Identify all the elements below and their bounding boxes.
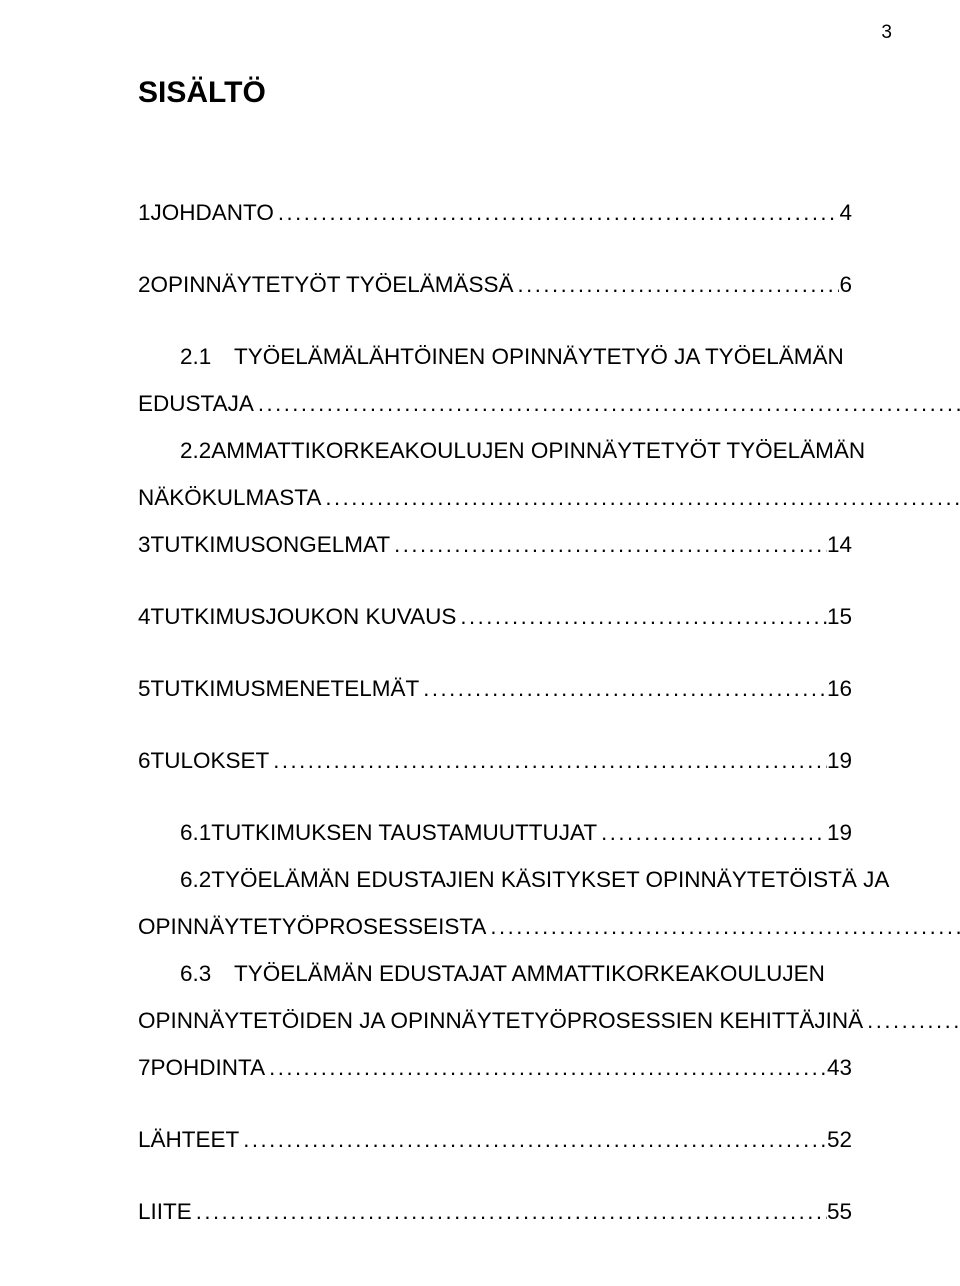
toc-entry: 2.2AMMATTIKORKEAKOULUJEN OPINNÄYTETYÖT T… xyxy=(138,438,852,511)
toc-entry-number: 2.2 xyxy=(180,438,211,464)
toc-entry-text: TYÖELÄMÄN EDUSTAJAT AMMATTIKORKEAKOULUJE… xyxy=(234,961,825,987)
toc-entry-page: 6 xyxy=(839,272,852,298)
toc-entry-page: 19 xyxy=(827,820,852,846)
toc-entry-text: AMMATTIKORKEAKOULUJEN OPINNÄYTETYÖT TYÖE… xyxy=(211,438,865,464)
toc-entry-page: 14 xyxy=(827,532,852,558)
toc-entry: 2.1TYÖELÄMÄLÄHTÖINEN OPINNÄYTETYÖ JA TYÖ… xyxy=(138,344,852,417)
toc-entry-text: OPINNÄYTETÖIDEN JA OPINNÄYTETYÖPROSESSIE… xyxy=(138,1008,863,1034)
toc-entry: 6.1TUTKIMUKSEN TAUSTAMUUTTUJAT..........… xyxy=(138,820,852,846)
toc-leader: ........................................… xyxy=(254,391,960,417)
toc-entry-number: 6.3 xyxy=(180,961,234,987)
toc-entry-line: OPINNÄYTETÖIDEN JA OPINNÄYTETYÖPROSESSIE… xyxy=(180,1008,852,1034)
toc-entry-page: 15 xyxy=(827,604,852,630)
toc-entry-text: TUTKIMUSMENETELMÄT xyxy=(151,676,420,702)
toc-leader: ........................................… xyxy=(597,820,827,846)
toc-entry-text: TUTKIMUSONGELMAT xyxy=(151,532,391,558)
toc-entry-line: 6.2TYÖELÄMÄN EDUSTAJIEN KÄSITYKSET OPINN… xyxy=(180,867,852,893)
toc-entry-number: 7 xyxy=(138,1055,151,1081)
toc-entry: 6TULOKSET...............................… xyxy=(138,748,852,774)
toc-entry: 7POHDINTA...............................… xyxy=(138,1055,852,1081)
toc-leader: ........................................… xyxy=(390,532,827,558)
toc-leader: ........................................… xyxy=(863,1008,960,1034)
toc-entry: 5TUTKIMUSMENETELMÄT.....................… xyxy=(138,676,852,702)
toc-entry: 1JOHDANTO...............................… xyxy=(138,200,852,226)
toc-entry-number: 5 xyxy=(138,676,151,702)
toc-leader: ........................................… xyxy=(239,1127,827,1153)
toc-entry-text: TULOKSET xyxy=(151,748,270,774)
toc-leader: ........................................… xyxy=(192,1199,827,1225)
toc-entry-line: NÄKÖKULMASTA............................… xyxy=(180,485,852,511)
toc-leader: ........................................… xyxy=(486,914,960,940)
toc-entry-text: EDUSTAJA xyxy=(138,391,254,417)
toc-entry-line: 6.3TYÖELÄMÄN EDUSTAJAT AMMATTIKORKEAKOUL… xyxy=(180,961,852,987)
toc-entry-line: 2.2AMMATTIKORKEAKOULUJEN OPINNÄYTETYÖT T… xyxy=(180,438,852,464)
toc-entry-page: 16 xyxy=(827,676,852,702)
toc-entry-page: 19 xyxy=(827,748,852,774)
toc-entry-text: TUTKIMUKSEN TAUSTAMUUTTUJAT xyxy=(211,820,597,846)
toc-entry-text: JOHDANTO xyxy=(151,200,274,226)
toc-entry-line: OPINNÄYTETYÖPROSESSEISTA................… xyxy=(180,914,852,940)
toc-entry: 2OPINNÄYTETYÖT TYÖELÄMÄSSÄ..............… xyxy=(138,272,852,298)
toc-entry-number: 6 xyxy=(138,748,151,774)
toc-entry-number: 3 xyxy=(138,532,151,558)
toc-entry-page: 52 xyxy=(827,1127,852,1153)
toc-entry: LIITE...................................… xyxy=(138,1199,852,1225)
toc-entry-page: 43 xyxy=(827,1055,852,1081)
toc-entry-text: LÄHTEET xyxy=(138,1127,239,1153)
toc-entry: LÄHTEET.................................… xyxy=(138,1127,852,1153)
toc-entry-number: 6.2 xyxy=(180,867,211,893)
toc-entry-line: 2.1TYÖELÄMÄLÄHTÖINEN OPINNÄYTETYÖ JA TYÖ… xyxy=(180,344,852,370)
toc-entry-page: 4 xyxy=(839,200,852,226)
table-of-contents: 1JOHDANTO...............................… xyxy=(138,200,852,1225)
toc-entry-text: NÄKÖKULMASTA xyxy=(138,485,321,511)
toc-entry-text: TYÖELÄMÄN EDUSTAJIEN KÄSITYKSET OPINNÄYT… xyxy=(211,867,889,893)
toc-entry-text: TYÖELÄMÄLÄHTÖINEN OPINNÄYTETYÖ JA TYÖELÄ… xyxy=(234,344,844,370)
page-number: 3 xyxy=(881,22,892,44)
toc-entry-line: EDUSTAJA................................… xyxy=(180,391,852,417)
toc-entry-number: 4 xyxy=(138,604,151,630)
toc-entry: 6.2TYÖELÄMÄN EDUSTAJIEN KÄSITYKSET OPINN… xyxy=(138,867,852,940)
toc-title: SISÄLTÖ xyxy=(138,76,852,110)
toc-entry: 6.3TYÖELÄMÄN EDUSTAJAT AMMATTIKORKEAKOUL… xyxy=(138,961,852,1034)
toc-entry-number: 6.1 xyxy=(180,820,211,846)
toc-leader: ........................................… xyxy=(514,272,840,298)
toc-leader: ........................................… xyxy=(321,485,960,511)
toc-entry-text: TUTKIMUSJOUKON KUVAUS xyxy=(151,604,457,630)
toc-leader: ........................................… xyxy=(419,676,827,702)
toc-entry-number: 1 xyxy=(138,200,151,226)
toc-entry-page: 55 xyxy=(827,1199,852,1225)
toc-leader: ........................................… xyxy=(265,1055,827,1081)
toc-entry-text: OPINNÄYTETYÖPROSESSEISTA xyxy=(138,914,486,940)
toc-leader: ........................................… xyxy=(456,604,827,630)
toc-entry-text: POHDINTA xyxy=(151,1055,266,1081)
toc-entry: 4TUTKIMUSJOUKON KUVAUS..................… xyxy=(138,604,852,630)
toc-leader: ........................................… xyxy=(269,748,827,774)
toc-leader: ........................................… xyxy=(274,200,840,226)
toc-entry: 3TUTKIMUSONGELMAT.......................… xyxy=(138,532,852,558)
toc-entry-text: LIITE xyxy=(138,1199,192,1225)
document-page: 3 SISÄLTÖ 1JOHDANTO.....................… xyxy=(0,0,960,1286)
toc-entry-text: OPINNÄYTETYÖT TYÖELÄMÄSSÄ xyxy=(151,272,514,298)
toc-entry-number: 2 xyxy=(138,272,151,298)
toc-entry-number: 2.1 xyxy=(180,344,234,370)
